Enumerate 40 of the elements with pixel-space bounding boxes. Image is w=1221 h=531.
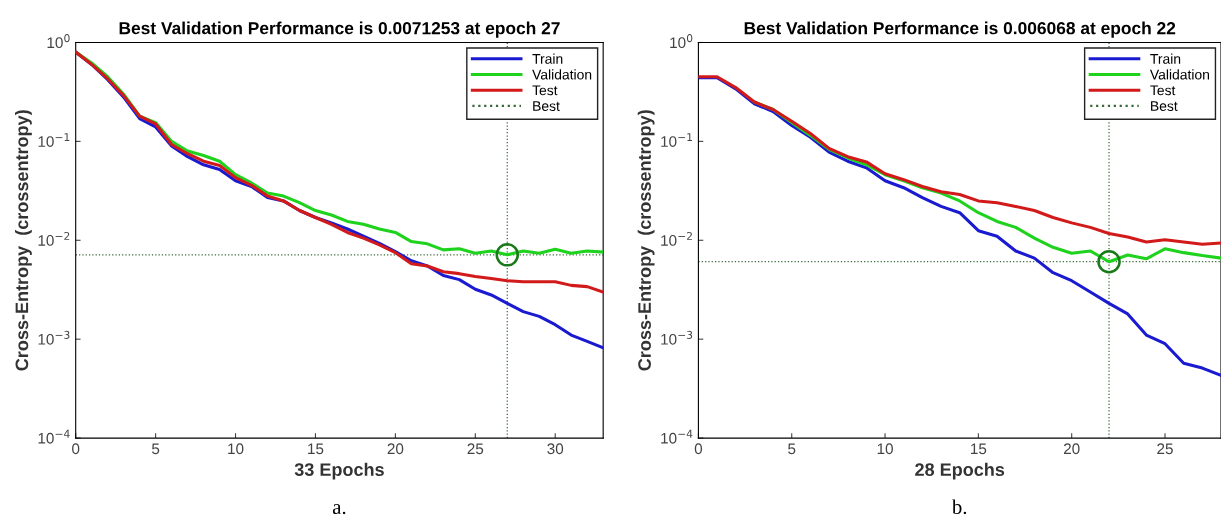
y-tick-label: 10$^{−3}$ (38, 330, 70, 345)
y-tick-label: 10$^{−4}$ (661, 429, 693, 444)
text: b. (951, 499, 967, 515)
x-tick-label: 10 (228, 443, 244, 455)
y-tick-label: 10$^{−1}$ (38, 133, 70, 147)
x-tick-label: 5 (151, 443, 160, 455)
x-tick-label: 0 (72, 443, 80, 455)
y-tick-label: 10$^{0}$ (670, 34, 693, 49)
x-tick-label: 25 (1157, 443, 1173, 455)
legend-label: Test (1150, 85, 1176, 96)
y-tick-label: 10$^{0}$ (47, 34, 70, 49)
y-tick-label: 10$^{−2}$ (38, 231, 70, 246)
legend-label: Validation (532, 69, 592, 80)
x-tick-label: 15 (971, 443, 987, 455)
y-tick-label: 10$^{−3}$ (661, 330, 693, 345)
x-tick-label: 25 (467, 443, 484, 455)
legend-label: Train (532, 53, 563, 64)
line-series (75, 50, 604, 294)
y-axis-title: Cross-Entropy (crossentropy) (637, 110, 655, 371)
x-axis-title: 28 Epochs (915, 462, 1005, 480)
x-tick-label: 0 (694, 443, 703, 455)
y-tick-label: 10$^{−2}$ (661, 231, 692, 246)
legend-label: Best (1151, 101, 1178, 111)
x-tick-label: 5 (788, 443, 796, 455)
chart-title: Best Validation Performance is 0.006068 at epoch 22 (744, 21, 1176, 38)
ref-line-label: Best (533, 101, 560, 111)
x-tick-label: 10 (877, 443, 893, 455)
legend-label: Test (532, 85, 558, 96)
y-tick-label: 10$^{−4}$ (38, 429, 70, 444)
legend-label: Train (1150, 53, 1181, 64)
chart-title: Best Validation Performance is 0.0071253 at epoch 27 (119, 21, 560, 38)
x-tick-label: 20 (1063, 443, 1080, 455)
x-axis-title: 33 Epochs (294, 462, 384, 480)
x-tick-label: 20 (387, 443, 404, 455)
y-tick-label: 10$^{−1}$ (661, 133, 693, 147)
text: a. (332, 504, 346, 515)
x-tick-label: 30 (547, 443, 564, 455)
legend-label: Validation (1149, 69, 1209, 80)
x-tick-label: 15 (308, 443, 324, 455)
y-axis-title: Cross-Entropy (crossentropy) (15, 110, 32, 371)
